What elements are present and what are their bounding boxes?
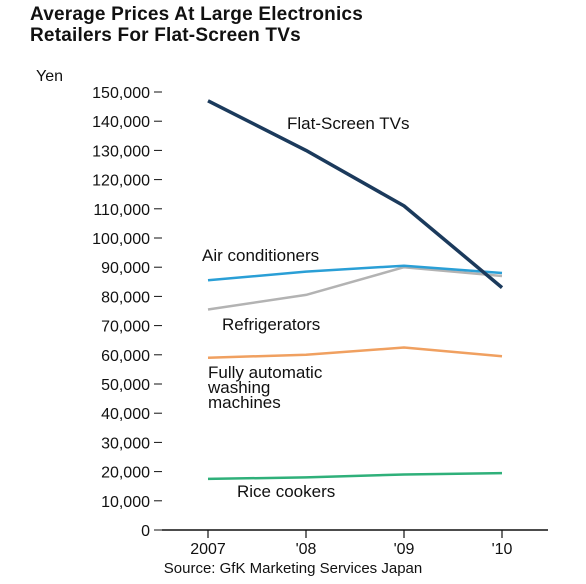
y-axis: 0 10,000 20,000 30,000 40,000 50,000 60,000 70,… bbox=[92, 85, 162, 540]
x-tick-label: '08 bbox=[296, 541, 317, 558]
x-tick-label: '10 bbox=[492, 541, 513, 558]
y-tick-label: 80,000 bbox=[101, 289, 150, 306]
series-lines bbox=[207, 99, 504, 481]
y-tick-label: 10,000 bbox=[101, 494, 150, 511]
line-chart: Yen 0 10,000 20,000 30,000 40,000 50,000 60,00… bbox=[36, 68, 548, 558]
series-line-0 bbox=[207, 99, 504, 289]
y-tick-label: 90,000 bbox=[101, 260, 150, 277]
label-air-conditioners: Air conditioners bbox=[202, 246, 319, 265]
y-tick-label: 50,000 bbox=[101, 377, 150, 394]
label-refrigerators: Refrigerators bbox=[222, 315, 320, 334]
y-tick-label: 140,000 bbox=[92, 114, 150, 131]
y-tick-label: 100,000 bbox=[92, 231, 150, 248]
series-line-4 bbox=[207, 471, 503, 481]
y-axis-label: Yen bbox=[36, 68, 63, 85]
chart-title-line-2: Retailers For Flat-Screen TVs bbox=[30, 25, 301, 46]
chart-title-line-1: Average Prices At Large Electronics bbox=[30, 4, 363, 25]
label-flat-screen-tvs: Flat-Screen TVs bbox=[287, 114, 410, 133]
label-washing-machines-line-1: Fully automatic bbox=[208, 363, 323, 382]
y-tick-label: 0 bbox=[141, 523, 150, 540]
y-tick-label: 130,000 bbox=[92, 143, 150, 160]
y-tick-label: 20,000 bbox=[101, 465, 150, 482]
y-tick-label: 60,000 bbox=[101, 348, 150, 365]
x-axis: 2007 '08 '09 '10 bbox=[162, 529, 548, 558]
series-line-3 bbox=[207, 346, 503, 359]
y-tick-label: 70,000 bbox=[101, 319, 150, 336]
y-tick-label: 120,000 bbox=[92, 173, 150, 190]
label-washing-machines-line-3: machines bbox=[208, 393, 281, 412]
label-rice-cookers: Rice cookers bbox=[237, 482, 335, 501]
y-tick-label: 110,000 bbox=[93, 202, 150, 219]
y-tick-label: 30,000 bbox=[101, 435, 150, 452]
y-tick-label: 150,000 bbox=[92, 85, 150, 102]
label-washing-machines-line-2: washing bbox=[207, 378, 270, 397]
y-tick-label: 40,000 bbox=[101, 406, 150, 423]
chart-source: Source: GfK Marketing Services Japan bbox=[163, 560, 423, 577]
x-tick-label: '09 bbox=[394, 541, 415, 558]
chart-title: Average Prices At Large Electronics Reta… bbox=[30, 4, 582, 46]
series-line-1 bbox=[207, 264, 503, 282]
series-line-2 bbox=[207, 265, 503, 311]
x-tick-label: 2007 bbox=[190, 541, 226, 558]
